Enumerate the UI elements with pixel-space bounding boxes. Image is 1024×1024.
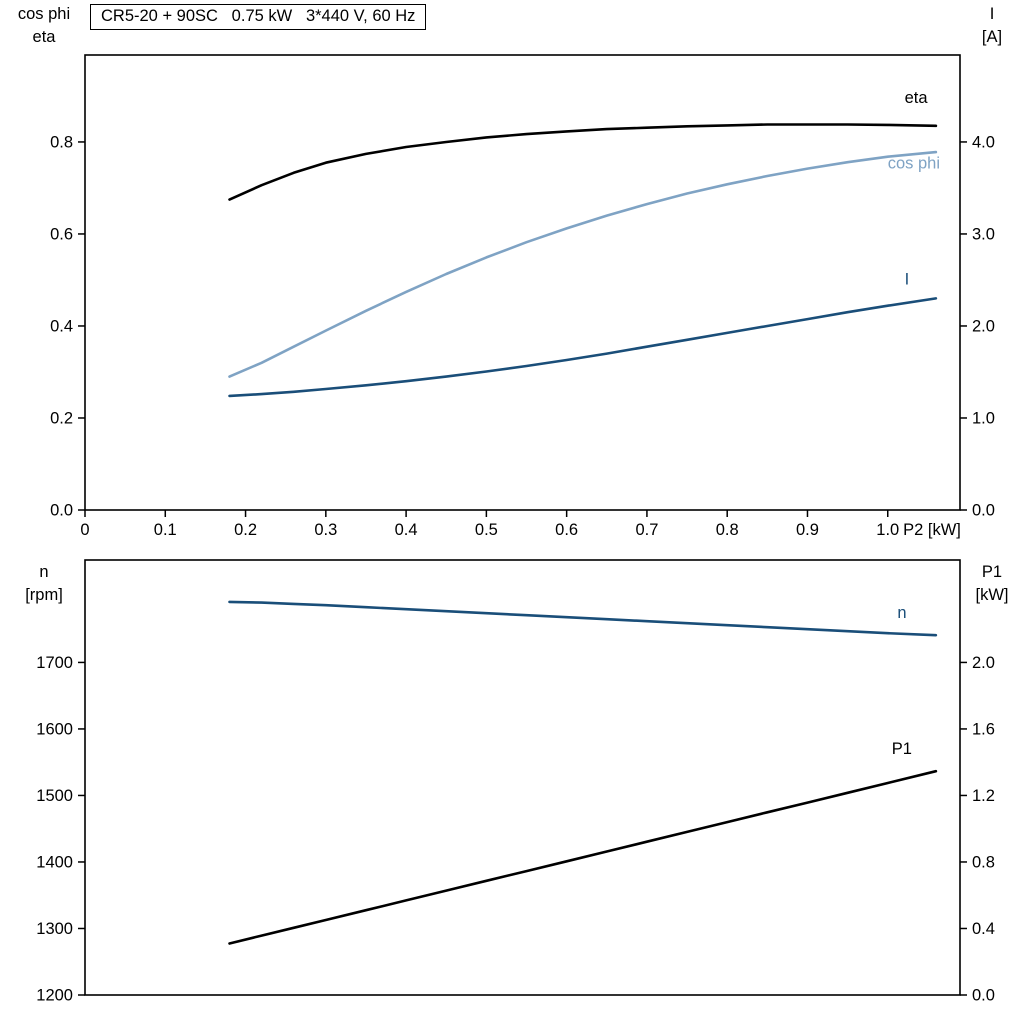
upper-chart-y-left-tick-label: 0.8 [50, 133, 73, 151]
lower-chart-plot-area [84, 559, 961, 996]
chart-title-box: CR5-20 + 90SC 0.75 kW 3*440 V, 60 Hz [90, 4, 427, 30]
upper-chart-x-tick-label: 0.5 [475, 521, 498, 539]
lower-chart-y-left-tick-label: 1300 [36, 920, 73, 938]
upper-chart-x-tick-label: 0 [80, 521, 89, 539]
upper-left-axis-title: cos phi eta [17, 5, 71, 46]
lower-chart-y-left-tick-label: 1700 [36, 654, 73, 672]
lower-chart-y-right-tick-label: 1.6 [972, 720, 995, 738]
upper-chart-y-left-tick-label: 0.2 [50, 409, 73, 427]
i-curve-label: I [905, 271, 910, 289]
lower-chart-y-left-tick-label: 1600 [36, 720, 73, 738]
lower-right-axis-title: P1 [kW] [975, 563, 1009, 604]
upper-chart-y-right-tick-label: 4.0 [972, 133, 995, 151]
cos-phi-curve [228, 150, 938, 378]
upper-chart-y-right-tick-label: 3.0 [972, 225, 995, 243]
lower-chart-y-left-tick-label: 1500 [36, 787, 73, 805]
lower-chart-y-right-tick-label: 0.0 [972, 987, 995, 1005]
upper-chart-x-tick-label: 0.6 [555, 521, 578, 539]
upper-chart-x-tick-label: 0.7 [635, 521, 658, 539]
eta-curve [228, 123, 938, 201]
upper-chart-plot-area [84, 54, 961, 511]
upper-chart-x-tick-label: 0.9 [796, 521, 819, 539]
upper-chart-x-tick-label: 0.2 [234, 521, 257, 539]
lower-chart-y-right-tick-label: 0.8 [972, 853, 995, 871]
upper-chart-x-tick-label: 0.1 [154, 521, 177, 539]
eta-curve-label: eta [905, 89, 929, 107]
upper-chart-x-tick-label: 0.3 [314, 521, 337, 539]
upper-chart-x-tick-label: 0.4 [395, 521, 418, 539]
lower-chart-y-left-tick-label: 1400 [36, 853, 73, 871]
upper-chart-x-tick-label: 1.0 [876, 521, 899, 539]
lower-chart-y-right-tick-label: 0.4 [972, 920, 995, 938]
current-I-curve [228, 297, 938, 398]
lower-chart-y-left-tick-label: 1200 [36, 987, 73, 1005]
upper-chart-y-right-tick-label: 1.0 [972, 409, 995, 427]
upper-chart-y-left-tick-label: 0.4 [50, 317, 73, 335]
lower-chart-y-right-tick-label: 2.0 [972, 654, 995, 672]
upper-right-axis-title: I [A] [981, 5, 1003, 46]
input-power-P1-curve [228, 769, 938, 945]
lower-left-axis-title: n [rpm] [25, 563, 63, 604]
p1-curve-label: P1 [892, 740, 912, 758]
upper-chart-x-tick-label: 0.8 [716, 521, 739, 539]
upper-chart-y-left-tick-label: 0.6 [50, 225, 73, 243]
lower-chart-y-right-tick-label: 1.2 [972, 787, 995, 805]
n-curve-label: n [897, 604, 906, 622]
cos-phi-curve-label: cos phi [888, 155, 940, 173]
upper-chart-y-right-tick-label: 2.0 [972, 317, 995, 335]
speed-n-curve [228, 600, 938, 637]
upper-chart-x-axis-label: P2 [kW] [903, 521, 961, 539]
upper-chart-y-left-tick-label: 0.0 [50, 502, 73, 520]
upper-chart-y-right-tick-label: 0.0 [972, 502, 995, 520]
